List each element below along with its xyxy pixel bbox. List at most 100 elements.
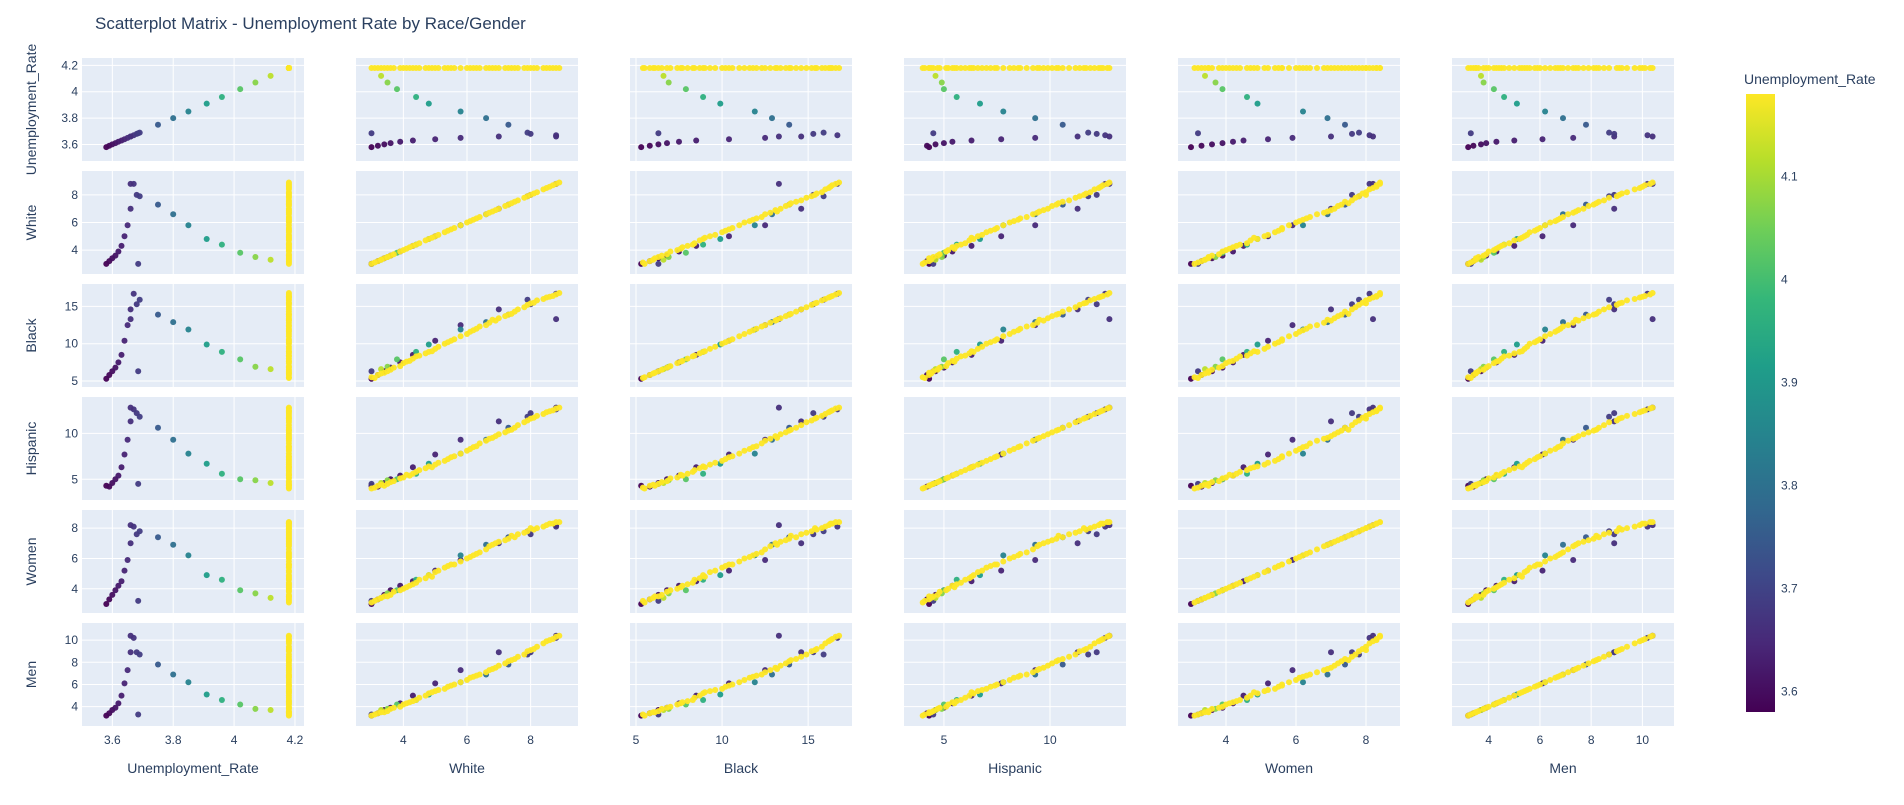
point-unemployment-rate-men-2[interactable] [1478, 141, 1484, 148]
point-black-women-55[interactable] [1314, 322, 1320, 329]
point-men-unemployment-rate-4[interactable] [115, 700, 122, 707]
point-men-unemployment-rate-3[interactable] [112, 704, 119, 711]
point-men-black-51[interactable] [719, 685, 726, 692]
point-unemployment-rate-men-4[interactable] [1493, 138, 1500, 145]
point-black-men-55[interactable] [1565, 322, 1572, 329]
point-black-hispanic-16[interactable] [1000, 326, 1007, 333]
point-black-unemployment-rate-68[interactable] [285, 327, 292, 334]
point-men-men-63[interactable] [1649, 632, 1656, 639]
point-black-unemployment-rate-72[interactable] [285, 293, 292, 300]
point-women-hispanic-6[interactable] [998, 567, 1005, 574]
point-white-white-49[interactable] [422, 237, 429, 244]
point-unemployment-rate-men-70[interactable] [1593, 65, 1600, 71]
point-white-white-72[interactable] [546, 183, 553, 190]
point-unemployment-rate-white-64[interactable] [381, 65, 388, 71]
point-unemployment-rate-white-16[interactable] [457, 108, 464, 115]
point-white-black-50[interactable] [707, 233, 713, 240]
point-men-women-69[interactable] [1324, 666, 1331, 672]
point-men-white-59[interactable] [521, 651, 528, 658]
point-unemployment-rate-men-72[interactable] [1639, 65, 1646, 71]
point-hispanic-white-67[interactable] [448, 454, 455, 461]
point-hispanic-women-67[interactable] [1279, 454, 1285, 461]
point-black-men-48[interactable] [1501, 353, 1508, 360]
point-women-black-58[interactable] [793, 534, 800, 541]
point-black-black-55[interactable] [762, 322, 769, 329]
point-white-white-71[interactable] [527, 191, 534, 198]
point-unemployment-rate-women-4[interactable] [1230, 138, 1236, 145]
point-women-men-40[interactable] [1624, 525, 1630, 532]
point-women-white-51[interactable] [441, 564, 448, 571]
point-unemployment-rate-hispanic-57[interactable] [1049, 65, 1056, 71]
point-women-unemployment-rate-55[interactable] [285, 546, 292, 553]
point-unemployment-rate-black-49[interactable] [696, 65, 703, 71]
point-black-black-66[interactable] [701, 348, 708, 355]
point-hispanic-black-50[interactable] [707, 461, 713, 468]
point-men-women-57[interactable] [1335, 660, 1341, 667]
point-black-white-70[interactable] [508, 310, 515, 317]
point-unemployment-rate-hispanic-34[interactable] [1023, 65, 1030, 71]
point-women-men-53[interactable] [1547, 555, 1554, 562]
point-unemployment-rate-white-48[interactable] [413, 65, 420, 71]
point-women-black-50[interactable] [707, 569, 713, 576]
point-white-unemployment-rate-21[interactable] [267, 256, 274, 263]
point-women-unemployment-rate-8[interactable] [127, 540, 134, 547]
point-hispanic-men-57[interactable] [1585, 429, 1592, 436]
point-women-black-11[interactable] [655, 597, 662, 604]
point-women-unemployment-rate-15[interactable] [170, 541, 177, 548]
point-unemployment-rate-men-61[interactable] [1631, 65, 1638, 71]
point-unemployment-rate-white-53[interactable] [464, 65, 470, 71]
point-hispanic-white-7[interactable] [457, 436, 464, 443]
point-black-men-13[interactable] [1649, 316, 1656, 323]
point-hispanic-black-10[interactable] [810, 410, 817, 417]
point-hispanic-black-49[interactable] [696, 465, 703, 472]
point-men-unemployment-rate-67[interactable] [285, 682, 292, 689]
point-unemployment-rate-black-15[interactable] [769, 115, 775, 122]
point-women-white-63[interactable] [556, 519, 563, 526]
point-black-black-72[interactable] [827, 293, 834, 300]
point-unemployment-rate-hispanic-55[interactable] [1030, 65, 1036, 71]
point-hispanic-black-13[interactable] [775, 404, 782, 411]
point-hispanic-men-51[interactable] [1526, 457, 1533, 464]
point-black-white-48[interactable] [413, 353, 420, 360]
point-men-men-55[interactable] [1565, 669, 1572, 676]
point-hispanic-white-71[interactable] [527, 415, 534, 422]
point-unemployment-rate-white-46[interactable] [397, 65, 404, 71]
point-white-hispanic-63[interactable] [1106, 179, 1113, 186]
point-women-men-16[interactable] [1542, 552, 1549, 559]
point-black-unemployment-rate-3[interactable] [112, 364, 119, 371]
point-hispanic-unemployment-rate-16[interactable] [185, 450, 192, 457]
point-unemployment-rate-men-18[interactable] [1501, 94, 1508, 100]
point-unemployment-rate-white-0[interactable] [368, 144, 375, 151]
point-women-black-69[interactable] [774, 541, 781, 548]
point-women-women-53[interactable] [1293, 555, 1299, 562]
point-unemployment-rate-white-70[interactable] [508, 65, 515, 71]
point-unemployment-rate-men-28[interactable] [1506, 65, 1513, 71]
point-unemployment-rate-women-50[interactable] [1261, 65, 1268, 71]
point-women-unemployment-rate-0[interactable] [103, 601, 110, 607]
point-unemployment-rate-men-51[interactable] [1526, 65, 1533, 71]
point-unemployment-rate-men-0[interactable] [1465, 144, 1472, 151]
point-unemployment-rate-hispanic-69[interactable] [1036, 65, 1043, 71]
point-black-hispanic-57[interactable] [1049, 313, 1056, 320]
point-women-black-68[interactable] [750, 552, 756, 559]
point-unemployment-rate-hispanic-68[interactable] [1015, 65, 1022, 71]
point-unemployment-rate-hispanic-58[interactable] [1059, 65, 1066, 71]
point-black-unemployment-rate-71[interactable] [285, 300, 292, 307]
point-women-black-17[interactable] [717, 572, 724, 579]
point-hispanic-black-43[interactable] [639, 484, 646, 491]
point-black-white-46[interactable] [397, 363, 404, 370]
point-black-black-30[interactable] [712, 343, 719, 350]
point-white-hispanic-72[interactable] [1097, 183, 1104, 190]
point-women-white-50[interactable] [432, 569, 439, 576]
point-women-men-67[interactable] [1534, 561, 1541, 568]
point-unemployment-rate-hispanic-10[interactable] [1093, 130, 1100, 137]
point-women-black-27[interactable] [684, 581, 691, 588]
point-hispanic-white-66[interactable] [429, 464, 435, 471]
point-unemployment-rate-men-64[interactable] [1472, 65, 1479, 71]
point-hispanic-hispanic-68[interactable] [1015, 444, 1022, 451]
point-black-black-32[interactable] [736, 333, 743, 340]
point-unemployment-rate-black-12[interactable] [820, 129, 827, 136]
point-unemployment-rate-men-9[interactable] [1644, 132, 1651, 139]
point-men-unemployment-rate-15[interactable] [170, 671, 177, 678]
point-black-unemployment-rate-4[interactable] [115, 359, 122, 366]
